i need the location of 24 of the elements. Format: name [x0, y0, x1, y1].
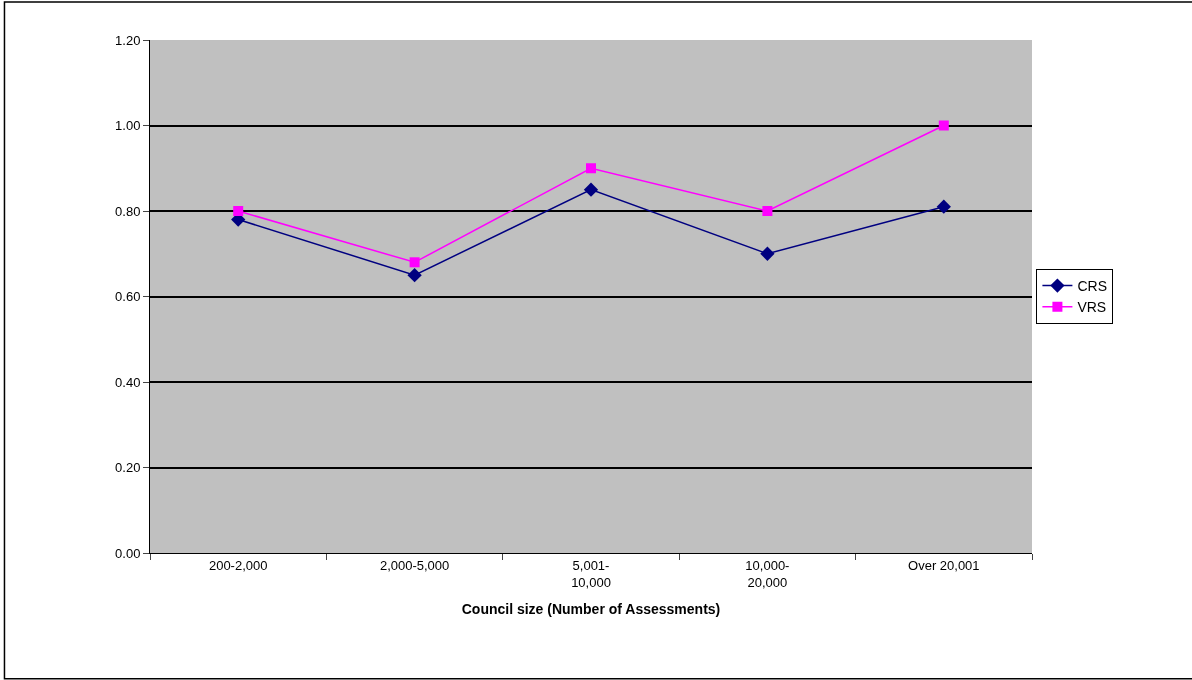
x-tick-label: 200-2,000	[208, 557, 268, 573]
point	[233, 206, 244, 216]
y-tick-label: 0.60	[115, 289, 141, 305]
point	[762, 206, 773, 216]
y-tick-label: 1.00	[115, 118, 141, 134]
legend-label: VRS	[1077, 299, 1107, 316]
x-axis-title: Council size (Number of Assessments)	[461, 600, 721, 617]
x-tick-label: 10,000-20,000	[745, 557, 790, 590]
y-tick-label: 1.20	[115, 32, 141, 48]
point	[586, 163, 596, 174]
y-tick-label: 0.00	[115, 545, 141, 561]
x-tick-label: 5,001-10,000	[571, 557, 611, 590]
x-tick-label: 2,000-5,000	[379, 557, 450, 573]
point	[407, 267, 422, 283]
point	[409, 257, 420, 268]
point	[760, 246, 775, 261]
y-tick-label: 0.40	[115, 374, 141, 390]
point	[938, 120, 949, 131]
point	[936, 199, 951, 214]
legend-label: CRS	[1077, 278, 1107, 295]
x-tick-label: Over 20,001	[908, 557, 980, 573]
y-tick-label: 0.20	[115, 460, 141, 476]
y-tick-label: 0.80	[115, 203, 141, 219]
point	[583, 182, 599, 197]
